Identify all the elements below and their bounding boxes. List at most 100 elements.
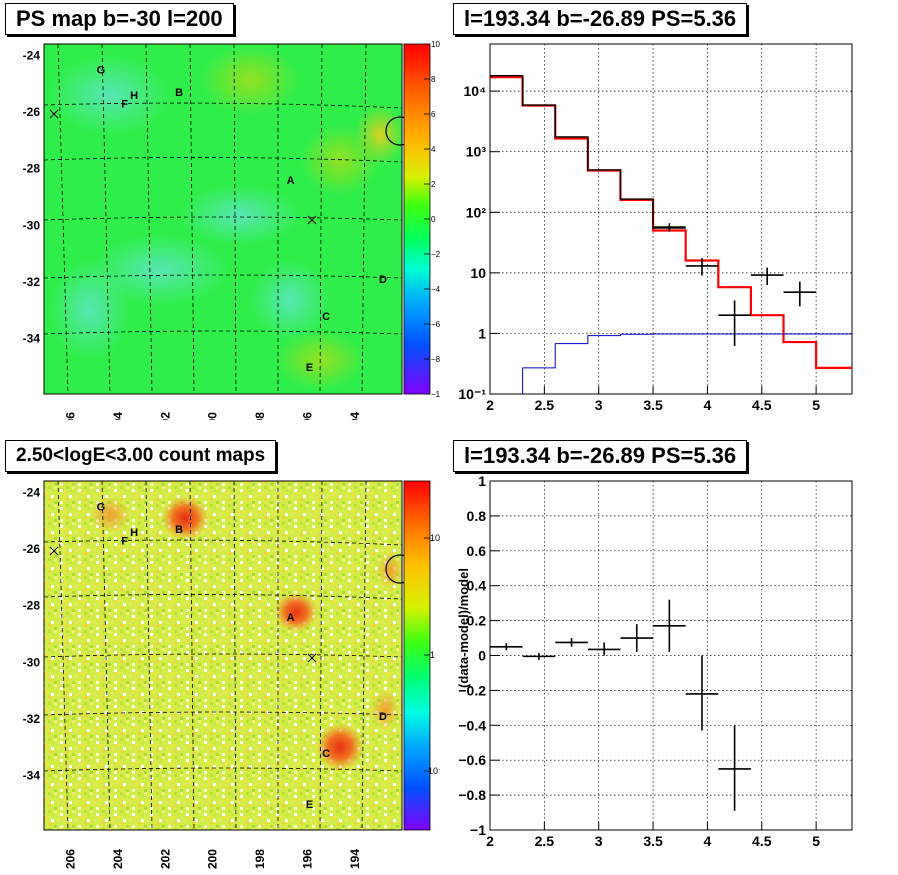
count-map-colorbar: [403, 480, 431, 831]
ps-map-cb-tick-label: 2: [431, 180, 436, 189]
spectrum-y-tick-label: 10⁻¹: [458, 386, 486, 402]
ps-map-cb-tick-label: 8: [431, 75, 436, 84]
spectrum-x-tick-label: 2: [486, 397, 494, 413]
ps-x-tick-label: 194: [348, 412, 362, 420]
ps-x-tick-label: 202: [158, 412, 172, 420]
residual-x-tick-label: 4: [704, 833, 712, 849]
residual-y-tick-label: −0.6: [458, 752, 486, 768]
spectrum-x-tick-label: 5: [812, 397, 820, 413]
count-map-hotspots: [90, 496, 404, 771]
count-map-cross-markers: [49, 546, 317, 663]
ps-y-tick-label: -34: [23, 332, 41, 346]
ps-source-label-c: C: [322, 311, 330, 323]
residual-x-tick-label: 3.5: [643, 833, 663, 849]
count-map-cb-tick-0p1: 10⁻¹: [428, 766, 440, 776]
ps-map-cb-tick-label: 4: [431, 145, 436, 154]
cm-y-tick-label: -24: [23, 485, 41, 499]
spectrum-title: l=193.34 b=-26.89 PS=5.36: [453, 3, 748, 35]
residual-title: l=193.34 b=-26.89 PS=5.36: [453, 440, 748, 472]
spectrum-y-tick-label: 10⁴: [464, 83, 487, 99]
ps-source-label-a: A: [287, 175, 295, 187]
spectrum-data-point: [750, 267, 784, 286]
ps-x-tick-label: 198: [253, 412, 267, 420]
residual-data-point: [620, 624, 654, 653]
residual-x-tick-label: 3: [595, 833, 603, 849]
residual-data-point: [653, 599, 686, 653]
cm-source-label-c: C: [322, 748, 330, 760]
residual-y-tick-label: −0.2: [458, 682, 486, 698]
spectrum-data-point: [653, 223, 686, 232]
cm-source-label-g: G: [97, 502, 106, 514]
ps-map-cb-tick-label: −10: [431, 390, 440, 399]
spectrum-x-tick-label: 3.5: [643, 397, 663, 413]
ps-map-cb-tick-label: −6: [431, 320, 440, 329]
residual-data-point: [490, 643, 523, 651]
residual-data-point: [555, 638, 588, 647]
cm-source-label-b: B: [175, 524, 183, 536]
count-map-title: 2.50<logE<3.00 count maps: [5, 440, 277, 472]
ps-y-tick-label: -28: [23, 162, 41, 176]
ps-x-tick-label: 200: [206, 412, 220, 420]
ps-map-blobs: [50, 45, 405, 390]
ps-source-label-e: E: [306, 362, 313, 374]
ps-map-cb-tick-label: 6: [431, 110, 436, 119]
residual-y-tick-label: 0.8: [467, 508, 487, 524]
cm-x-tick-label: 194: [348, 849, 362, 869]
spectrum-data-point: [783, 281, 817, 307]
cm-source-label-d: D: [379, 711, 387, 723]
ps-map-cb-tick-label: −4: [431, 285, 440, 294]
count-map-grid: [43, 480, 403, 831]
cm-x-tick-label: 206: [63, 849, 77, 869]
cm-source-label-e: E: [306, 799, 313, 811]
ps-y-tick-label: -30: [23, 218, 41, 232]
ps-y-tick-label: -32: [23, 275, 41, 289]
spectrum-y-tick-label: 10: [470, 265, 486, 281]
residual-y-tick-label: 0.6: [467, 543, 487, 559]
ps-map-cb-tick-label: −8: [431, 355, 440, 364]
ps-y-tick-label: -26: [23, 105, 41, 119]
cm-y-tick-label: -30: [23, 655, 41, 669]
ps-map-cb-tick-label: 0: [431, 215, 436, 224]
spectrum-y-tick-label: 10²: [466, 204, 487, 220]
count-map-chart: G HF B A D C E -24 -26 -28 -30 -32 -34 206 204 202 200…: [23, 480, 440, 869]
cm-y-tick-label: -28: [23, 599, 41, 613]
residual-x-tick-label: 2.5: [535, 833, 555, 849]
cm-x-tick-label: 200: [206, 849, 220, 869]
ps-map-cb-tick-label: 10: [431, 40, 440, 49]
residual-data-point: [685, 655, 719, 731]
residual-x-tick-label: 2: [486, 833, 494, 849]
spectrum-data-point: [718, 300, 751, 347]
cm-x-tick-label: 204: [111, 849, 125, 869]
spectrum-data-point: [685, 258, 719, 276]
cm-x-tick-label: 202: [158, 849, 172, 869]
ps-map-cb-tick-label: −2: [431, 250, 440, 259]
residual-x-tick-label: 5: [812, 833, 820, 849]
residual-y-tick-label: 1: [478, 473, 486, 489]
ps-source-label-b: B: [175, 87, 183, 99]
spectrum-x-tick-label: 3: [595, 397, 603, 413]
ps-source-label-g: G: [97, 65, 106, 77]
residual-y-tick-label: 0.4: [467, 578, 487, 594]
count-map-cb-tick-1: 1: [430, 650, 435, 660]
spectrum-x-tick-label: 4: [704, 397, 712, 413]
spectrum-background-step-blue: [522, 333, 852, 394]
ps-map-cross-markers: [49, 109, 317, 225]
residual-data-point: [718, 725, 751, 811]
residual-y-tick-label: −1: [470, 822, 486, 838]
spectrum-x-tick-label: 4.5: [752, 397, 772, 413]
cm-x-tick-label: 198: [253, 849, 267, 869]
residual-y-tick-label: 0: [478, 648, 486, 664]
residual-y-tick-label: −0.8: [458, 787, 486, 803]
cm-source-label-a: A: [287, 612, 295, 624]
residual-y-tick-label: 0.2: [467, 613, 487, 629]
ps-map-title: PS map b=-30 l=200: [5, 3, 234, 35]
cm-x-tick-label: 196: [301, 849, 315, 869]
ps-source-label-f: F: [121, 99, 128, 111]
ps-x-tick-label: 204: [111, 412, 125, 420]
spectrum-y-tick-label: 10³: [466, 144, 487, 160]
cm-source-label-h: H: [130, 527, 138, 539]
cm-y-tick-label: -32: [23, 712, 41, 726]
spectrum-chart: 2 2.5 3 3.5 4 4.5 5 10⁻¹ 1 10 10² 10³ 10⁴: [458, 43, 853, 413]
ps-map-grid: [43, 43, 403, 395]
